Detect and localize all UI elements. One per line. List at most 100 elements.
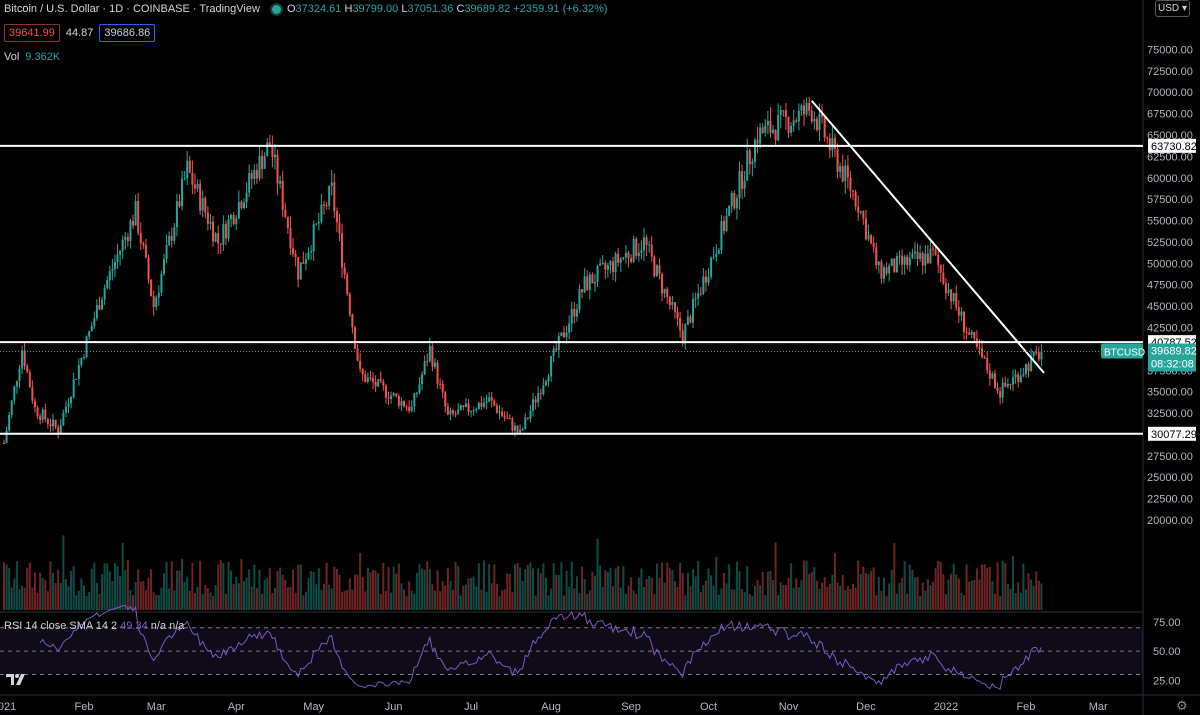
candle-body <box>867 235 870 240</box>
candle-body <box>64 406 67 413</box>
candle-body <box>655 265 658 277</box>
candle-body <box>472 410 475 412</box>
candle-body <box>906 256 909 266</box>
volume-bar <box>459 595 462 610</box>
volume-bar <box>952 563 955 610</box>
candle-body <box>475 409 478 411</box>
volume-bar <box>441 580 444 610</box>
volume-bar <box>258 569 261 610</box>
volume-bar <box>601 587 604 610</box>
candle-body <box>769 120 772 133</box>
volume-bar <box>297 564 300 610</box>
volume-bar <box>193 592 196 610</box>
candle-body <box>307 252 310 260</box>
volume-bar <box>947 579 950 610</box>
candle-body <box>702 276 705 294</box>
candle-body <box>606 265 609 270</box>
volume-bar <box>503 589 506 610</box>
candle-body <box>570 308 573 324</box>
candle-body <box>650 244 653 257</box>
candle-body <box>126 236 129 242</box>
volume-bar <box>444 585 447 610</box>
volume-bar <box>521 580 524 610</box>
y-tick-label: 27500.00 <box>1147 451 1193 463</box>
candle-body <box>519 429 522 433</box>
volume-bar <box>457 566 460 610</box>
candle-body <box>281 181 284 210</box>
candle-body <box>235 218 238 225</box>
candle-body <box>101 299 104 310</box>
volume-bar <box>353 574 356 610</box>
volume-bar <box>555 574 558 610</box>
candle-body <box>320 204 323 222</box>
candle-body <box>815 118 818 131</box>
candle-body <box>679 318 682 331</box>
volume-bar <box>212 595 215 610</box>
gear-icon[interactable]: ⚙ <box>1176 698 1188 713</box>
candle-body <box>810 110 813 122</box>
volume-bar <box>797 587 800 610</box>
volume-bar <box>323 583 325 610</box>
candle-body <box>49 423 52 427</box>
candle-body <box>346 274 349 294</box>
y-tick-label: 47500.00 <box>1147 280 1193 292</box>
volume-bar <box>168 588 171 610</box>
candle-body <box>921 253 924 266</box>
volume-bar <box>810 571 813 610</box>
candle-body <box>240 201 243 208</box>
volume-bar <box>846 586 849 610</box>
candle-body <box>188 160 191 173</box>
volume-bar <box>893 543 896 610</box>
volume-bar <box>511 591 514 610</box>
volume-legend[interactable]: Vol 9.362K <box>4 51 60 63</box>
candle-body <box>676 311 679 319</box>
candle-body <box>890 258 893 266</box>
candle-body <box>818 113 821 131</box>
volume-bar <box>372 570 375 610</box>
volume-bar <box>214 585 217 610</box>
volume-bar <box>186 577 189 610</box>
buy-button[interactable]: 39686.86 <box>99 24 156 42</box>
volume-bar <box>565 570 568 610</box>
candle-body <box>196 183 199 189</box>
currency-dropdown[interactable]: USD ▾ <box>1155 0 1190 17</box>
candle-body <box>276 154 279 184</box>
candle-body <box>885 267 888 274</box>
volume-bar <box>903 561 906 610</box>
volume-bar <box>557 575 560 610</box>
volume-bar <box>689 586 692 610</box>
volume-bar <box>155 594 158 610</box>
volume-bar <box>751 595 754 610</box>
candle-body <box>1040 351 1043 360</box>
volume-bar <box>769 570 772 610</box>
x-tick-label: 2021 <box>0 701 16 713</box>
x-tick-label: Oct <box>700 701 717 713</box>
candle-body <box>59 425 62 434</box>
candle-body <box>991 373 994 379</box>
candle-body <box>330 182 333 186</box>
candle-body <box>999 390 1002 398</box>
volume-bar <box>746 565 749 610</box>
candle-body <box>965 331 968 333</box>
candle-body <box>116 254 119 263</box>
candle-body <box>108 271 111 281</box>
candle-body <box>483 402 485 407</box>
candle-body <box>864 218 867 240</box>
volume-bar <box>75 595 78 610</box>
sell-button[interactable]: 39641.99 <box>4 24 60 42</box>
candle-body <box>503 415 506 418</box>
volume-bar <box>748 593 751 610</box>
volume-bar <box>862 566 865 610</box>
volume-bar <box>686 572 689 610</box>
volume-bar <box>761 571 764 610</box>
rsi-legend[interactable]: RSI 14 close SMA 14 2 49.34 n/a n/a <box>4 620 184 632</box>
candle-body <box>351 314 354 328</box>
volume-bar <box>28 562 31 610</box>
volume-bar <box>575 576 578 610</box>
symbol-title[interactable]: Bitcoin / U.S. Dollar · 1D · COINBASE · … <box>4 3 260 15</box>
candle-body <box>36 407 39 417</box>
tradingview-logo-icon[interactable] <box>6 672 26 686</box>
volume-bar <box>470 578 473 610</box>
candle-body <box>410 406 413 411</box>
